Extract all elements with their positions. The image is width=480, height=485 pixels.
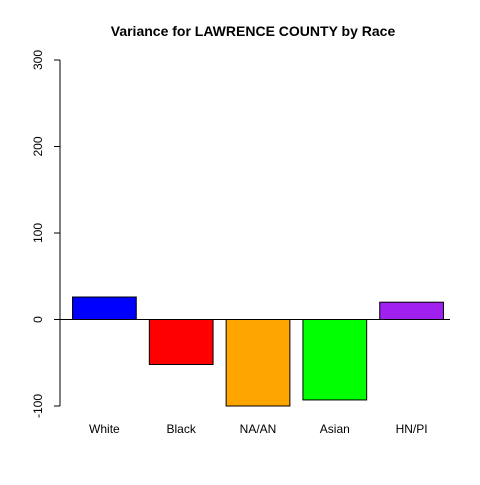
y-tick-label: 200 xyxy=(31,136,45,156)
category-label: HN/PI xyxy=(396,422,428,436)
category-label: Asian xyxy=(320,422,350,436)
y-axis: -100 0 100 200 300 xyxy=(31,50,60,418)
bar-asian xyxy=(303,320,367,400)
bars xyxy=(60,297,450,406)
y-tick-label: 300 xyxy=(31,50,45,70)
category-label: White xyxy=(89,422,120,436)
bar-na-an xyxy=(226,320,290,407)
y-tick-label: -100 xyxy=(31,394,45,418)
chart-title: Variance for LAWRENCE COUNTY by Race xyxy=(111,23,396,39)
category-label: NA/AN xyxy=(240,422,277,436)
bar-black xyxy=(149,320,213,365)
y-tick-label: 100 xyxy=(31,223,45,243)
category-label: Black xyxy=(167,422,197,436)
x-axis-labels: White Black NA/AN Asian HN/PI xyxy=(89,422,428,436)
bar-hn-pi xyxy=(380,302,444,319)
y-tick-label: 0 xyxy=(31,316,45,323)
bar-white xyxy=(73,297,137,319)
